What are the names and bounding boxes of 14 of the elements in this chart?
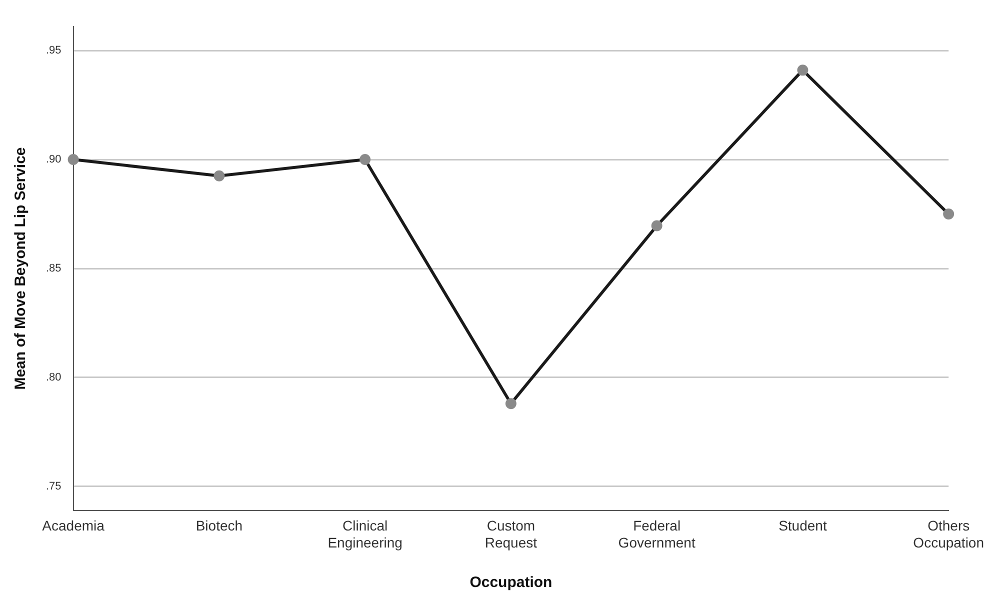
y-tick-label: .90 <box>46 154 62 166</box>
x-tick-label: Academia <box>42 518 105 534</box>
x-tick-label: Clinical Engineering <box>328 518 402 550</box>
y-tick-label: .95 <box>46 44 62 57</box>
x-tick-label: Federal Government <box>618 518 696 550</box>
y-tick-label: .80 <box>46 371 62 384</box>
y-tick-label: .75 <box>46 480 62 492</box>
x-axis-title: Occupation <box>470 574 552 592</box>
x-tick-label: Student <box>778 518 827 534</box>
x-tick-label: Biotech <box>196 518 243 534</box>
y-axis-title: Mean of Move Beyond Lip Service <box>12 147 30 390</box>
x-tick-label: Others Occupation <box>913 518 984 550</box>
y-tick-label: .85 <box>46 262 62 275</box>
x-tick-label: Custom Request <box>484 518 538 550</box>
